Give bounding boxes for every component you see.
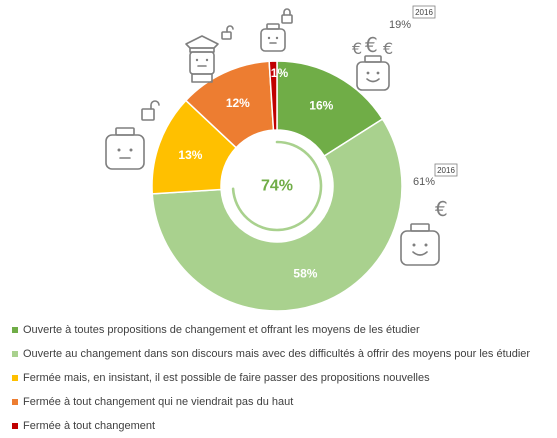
slice-value-label: 12% [226, 96, 250, 110]
note-value-top: 19% [389, 19, 411, 31]
legend-label: Fermée à tout changement qui ne viendrai… [23, 396, 294, 408]
year-badge-right-text: 2016 [437, 166, 455, 175]
legend-label: Ouverte au changement dans son discours … [23, 348, 531, 360]
legend-swatch [12, 375, 18, 381]
euro-icon: € [365, 33, 378, 57]
year-badge-right: 2016 [434, 163, 458, 177]
euro-icon: € [383, 39, 393, 58]
legend-label: Fermée à tout changement [23, 420, 156, 432]
legend-swatch [12, 423, 18, 429]
donut-slice [268, 60, 278, 131]
lego-head-happy-icon [400, 223, 440, 266]
legend-swatch [12, 399, 18, 405]
year-badge-top-text: 2016 [415, 8, 433, 17]
open-lock-icon [141, 100, 160, 121]
legend-item: Fermée à tout changement [12, 414, 557, 438]
slice-labels: 16% 58% 13% 12% 1% [178, 66, 333, 280]
lego-head-neutral-icon [105, 127, 145, 170]
euro-icon: € [435, 197, 448, 221]
lego-head-happy-icon [356, 55, 390, 91]
legend-label: Ouverte à toutes propositions de changem… [23, 324, 420, 336]
legend-item: Fermée à tout changement qui ne viendrai… [12, 390, 557, 414]
police-head-icon [185, 35, 219, 83]
slice-value-label: 58% [293, 266, 317, 280]
lock-icon [281, 8, 293, 24]
donut-slices [151, 60, 403, 312]
slice-value-label: 1% [271, 66, 289, 80]
legend: Ouverte à toutes propositions de changem… [12, 318, 557, 438]
euro-icon: € [352, 39, 362, 58]
open-lock-icon [221, 25, 234, 40]
legend-item: Ouverte à toutes propositions de changem… [12, 318, 557, 342]
year-badge-top: 2016 [412, 5, 436, 19]
slice-value-label: 13% [178, 148, 202, 162]
legend-item: Fermée mais, en insistant, il est possib… [12, 366, 557, 390]
slice-value-label: 16% [309, 98, 333, 112]
legend-item: Ouverte au changement dans son discours … [12, 342, 557, 366]
legend-swatch [12, 327, 18, 333]
center-label: 74% [261, 178, 293, 195]
legend-label: Fermée mais, en insistant, il est possib… [23, 372, 430, 384]
lego-head-neutral-icon [260, 23, 286, 52]
center-arc [231, 140, 323, 232]
donut-slice [151, 117, 403, 312]
legend-swatch [12, 351, 18, 357]
note-value-right: 61% [413, 176, 435, 188]
